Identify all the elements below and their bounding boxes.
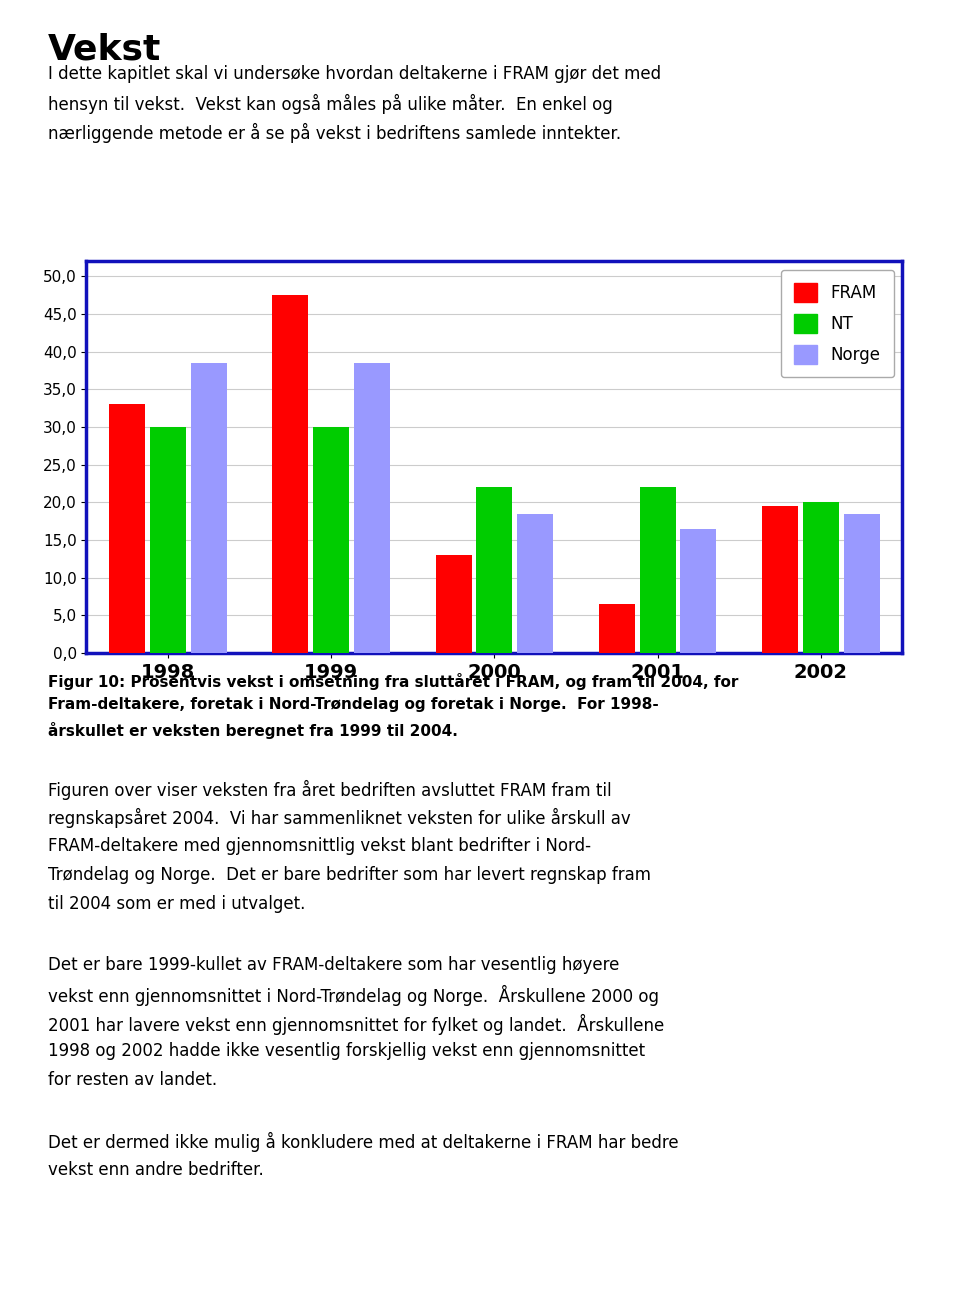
Text: vekst enn andre bedrifter.: vekst enn andre bedrifter. [48,1161,264,1179]
Text: Vekst: Vekst [48,33,161,67]
Bar [803,503,839,653]
Text: 2001 har lavere vekst enn gjennomsnittet for fylket og landet.  Årskullene: 2001 har lavere vekst enn gjennomsnittet… [48,1013,664,1034]
Bar [476,487,513,653]
Bar [150,427,186,653]
Text: Figuren over viser veksten fra året bedriften avsluttet FRAM fram til: Figuren over viser veksten fra året bedr… [48,780,612,799]
Text: regnskapsåret 2004.  Vi har sammenliknet veksten for ulike årskull av: regnskapsåret 2004. Vi har sammenliknet … [48,808,631,828]
Bar [354,363,390,653]
Text: FRAM-deltakere med gjennomsnittlig vekst blant bedrifter i Nord-: FRAM-deltakere med gjennomsnittlig vekst… [48,837,591,855]
Text: Det er bare 1999-kullet av FRAM-deltakere som har vesentlig høyere: Det er bare 1999-kullet av FRAM-deltaker… [48,956,619,974]
Text: I dette kapitlet skal vi undersøke hvordan deltakerne i FRAM gjør det med: I dette kapitlet skal vi undersøke hvord… [48,65,661,84]
Bar [517,513,553,653]
Text: Fram-deltakere, foretak i Nord-Trøndelag og foretak i Norge.  For 1998-: Fram-deltakere, foretak i Nord-Trøndelag… [48,697,659,712]
Bar [762,505,798,653]
Text: hensyn til vekst.  Vekst kan også måles på ulike måter.  En enkel og: hensyn til vekst. Vekst kan også måles p… [48,94,612,114]
Bar [109,405,145,653]
Text: vekst enn gjennomsnittet i Nord-Trøndelag og Norge.  Årskullene 2000 og: vekst enn gjennomsnittet i Nord-Trøndela… [48,985,659,1006]
Legend: FRAM, NT, Norge: FRAM, NT, Norge [780,269,894,377]
Bar [681,529,716,653]
Text: 1998 og 2002 hadde ikke vesentlig forskjellig vekst enn gjennomsnittet: 1998 og 2002 hadde ikke vesentlig forskj… [48,1042,645,1060]
Bar [844,513,879,653]
Bar [273,295,308,653]
Text: Figur 10: Prosentvis vekst i omsetning fra sluttåret i FRAM, og fram til 2004, f: Figur 10: Prosentvis vekst i omsetning f… [48,673,738,690]
Bar [639,487,676,653]
Text: nærliggende metode er å se på vekst i bedriftens samlede inntekter.: nærliggende metode er å se på vekst i be… [48,123,621,142]
Text: for resten av landet.: for resten av landet. [48,1071,217,1089]
Text: Det er dermed ikke mulig å konkludere med at deltakerne i FRAM har bedre: Det er dermed ikke mulig å konkludere me… [48,1132,679,1152]
Text: til 2004 som er med i utvalget.: til 2004 som er med i utvalget. [48,895,305,913]
Text: Trøndelag og Norge.  Det er bare bedrifter som har levert regnskap fram: Trøndelag og Norge. Det er bare bedrifte… [48,866,651,884]
Bar [313,427,349,653]
Bar [191,363,227,653]
Text: årskullet er veksten beregnet fra 1999 til 2004.: årskullet er veksten beregnet fra 1999 t… [48,722,458,739]
Bar [599,603,635,653]
Bar [436,555,471,653]
